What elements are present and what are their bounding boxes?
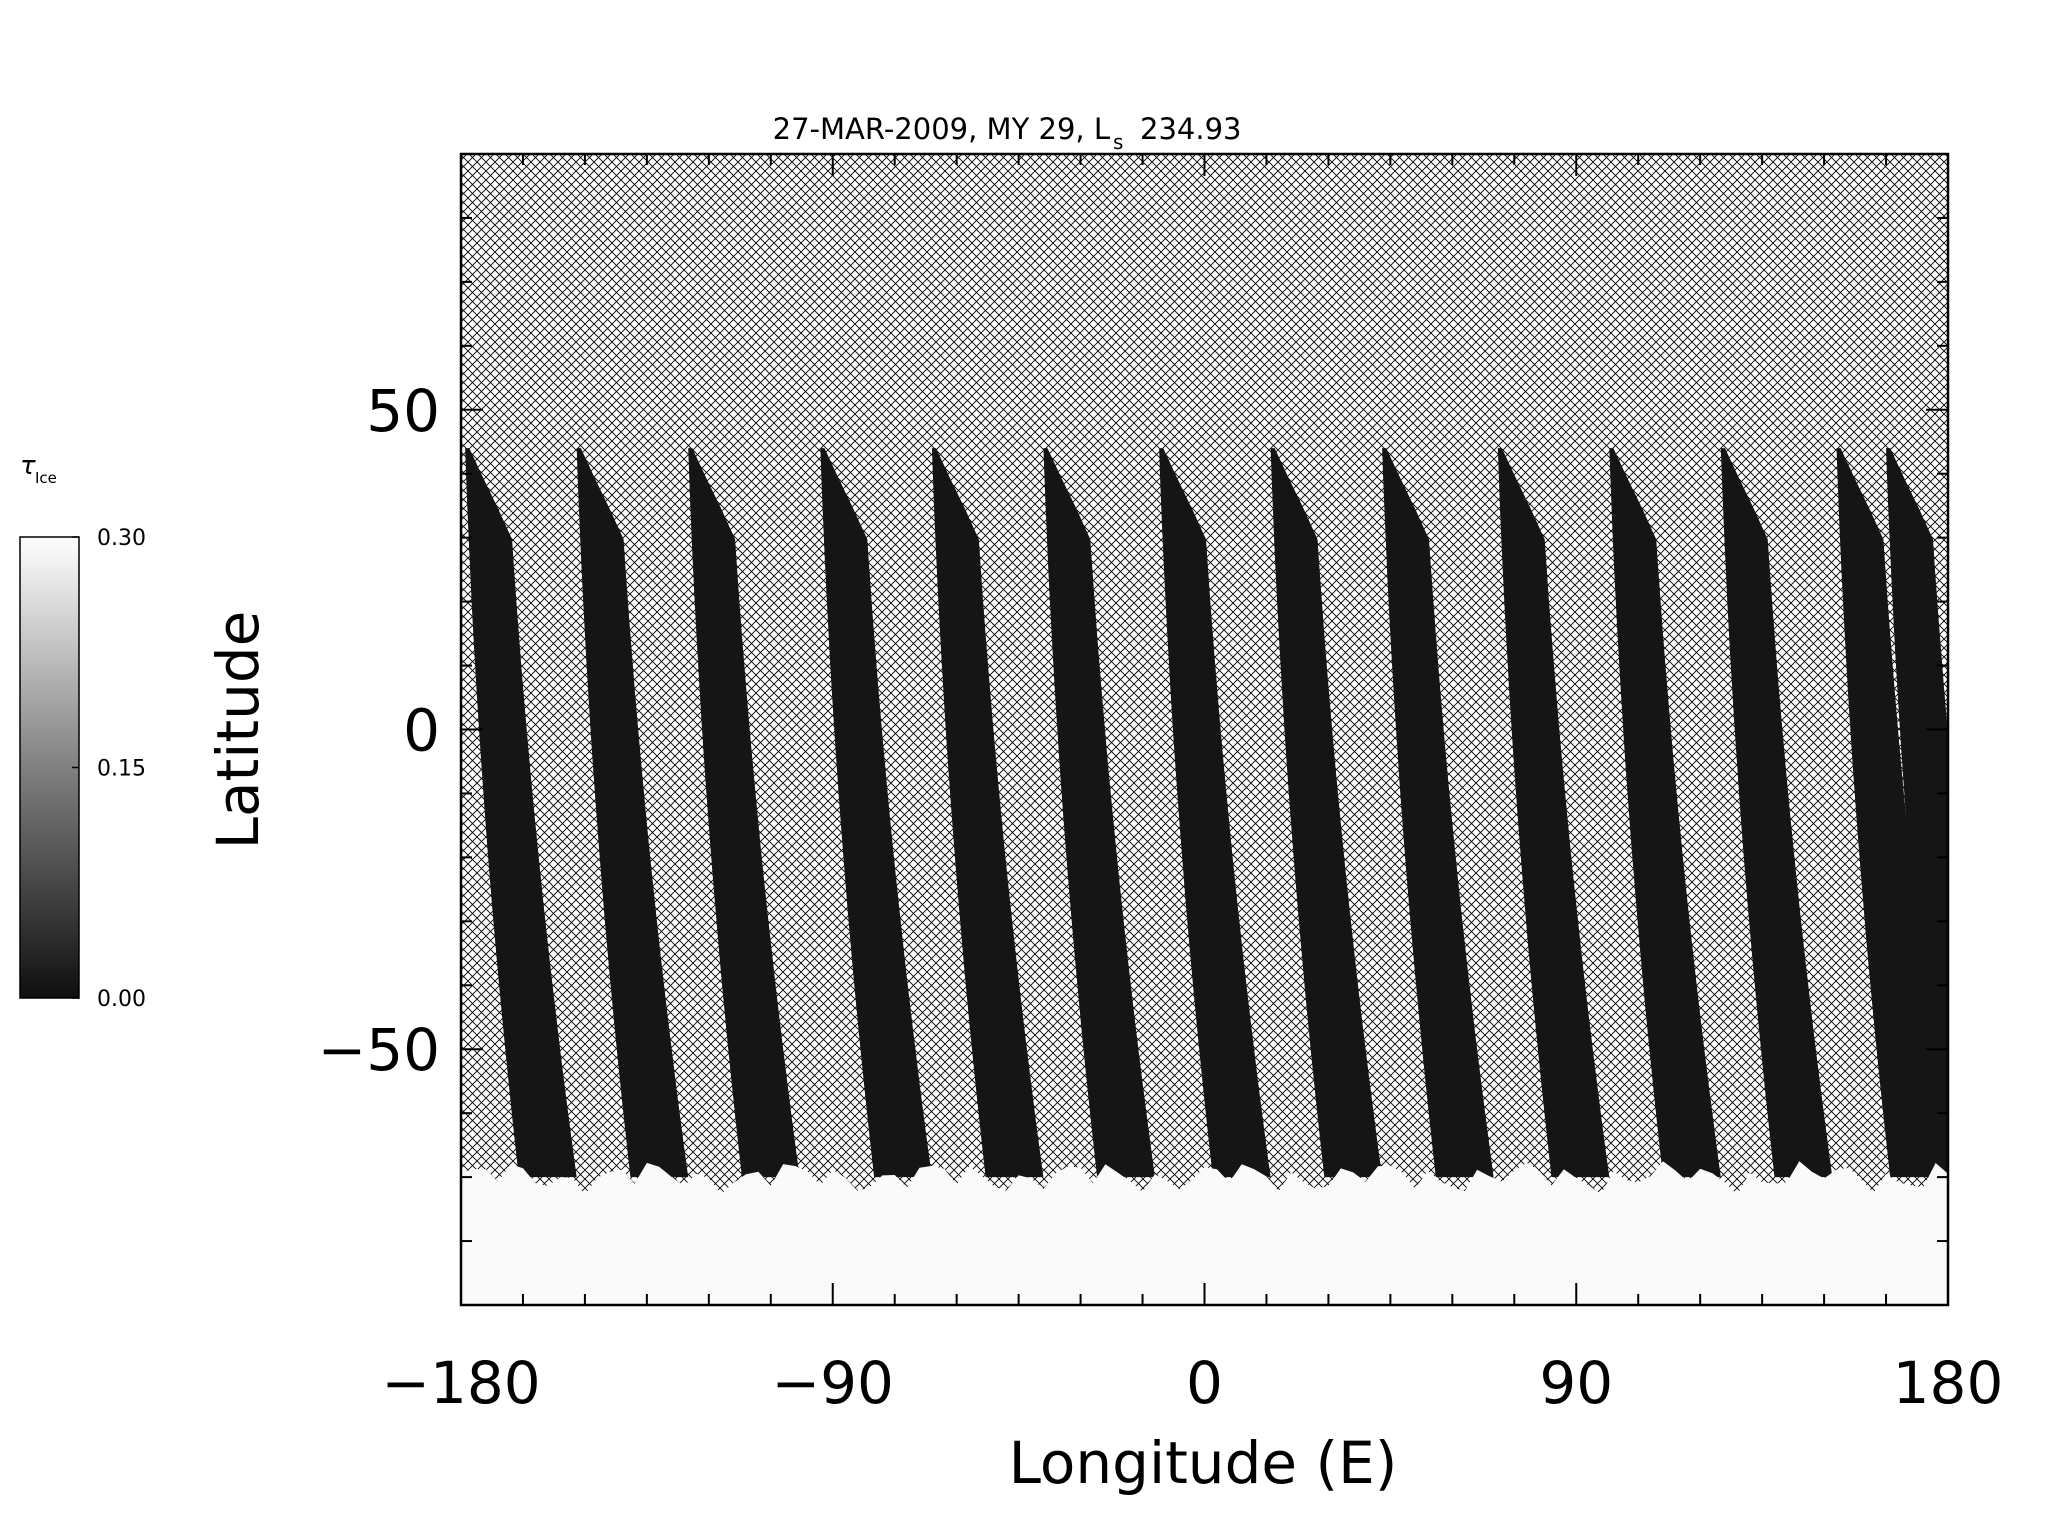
x-axis-label: Longitude (E)	[1009, 1429, 1398, 1497]
swath-4	[820, 448, 932, 1178]
swath-layer	[465, 448, 1948, 1178]
colorbar-tick-label: 0.15	[97, 757, 146, 782]
swath-14	[1886, 448, 1948, 1178]
swath-12	[1720, 448, 1833, 1178]
x-tick-label: 90	[1539, 1349, 1613, 1417]
axis-ticks	[460, 154, 1949, 1305]
y-tick-label: 50	[366, 377, 440, 445]
colorbar	[19, 536, 80, 999]
swath-9	[1382, 448, 1494, 1178]
x-tick-label: 180	[1893, 1349, 2004, 1417]
plot-frame	[459, 152, 1950, 1307]
swath-10	[1497, 448, 1610, 1178]
colorbar-label: τ	[20, 451, 36, 481]
colorbar-label-subscript: Ice	[35, 469, 57, 487]
y-tick-label: −50	[318, 1016, 440, 1084]
swath-7	[1159, 448, 1271, 1178]
swath-1	[465, 448, 577, 1178]
swath-5	[931, 448, 1044, 1178]
colorbar-ticks: 0.00 0.15 0.30	[72, 526, 146, 1012]
swath-8	[1270, 448, 1383, 1178]
swath-3	[688, 448, 800, 1178]
polar-ice-band	[461, 1161, 1948, 1305]
x-tick-label: −90	[772, 1349, 894, 1417]
x-tick-label: 0	[1186, 1349, 1223, 1417]
colorbar-tick-label: 0.00	[97, 987, 146, 1012]
colorbar-tick-label: 0.30	[97, 526, 146, 551]
y-tick-label: 0	[403, 697, 440, 765]
x-tick-label: −180	[381, 1349, 540, 1417]
y-axis-label: Latitude	[204, 611, 272, 850]
swath-6	[1043, 448, 1155, 1178]
x-tick-labels: −180 −90 0 90 180	[381, 1349, 2003, 1417]
chart-title: 27-MAR-2009, MY 29, L	[773, 112, 1110, 146]
swath-13	[1836, 448, 1948, 1178]
chart-title-subscript: s	[1113, 130, 1123, 154]
swath-2	[576, 448, 689, 1178]
chart-title-value: 234.93	[1140, 112, 1241, 146]
y-tick-labels: −50 0 50	[318, 377, 440, 1084]
swath-11	[1609, 448, 1721, 1178]
